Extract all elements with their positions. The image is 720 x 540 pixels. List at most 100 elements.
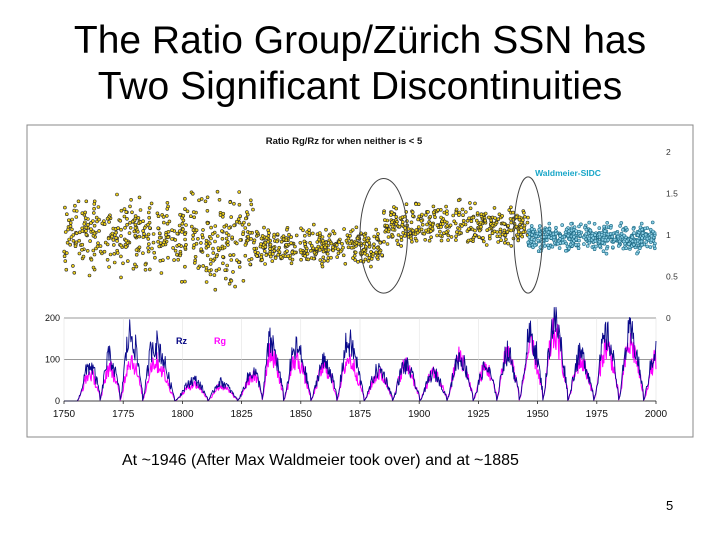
ratio-point [96,205,101,209]
ratio-point [95,244,100,249]
ratio-point [128,204,132,209]
ratio-point [246,234,250,239]
ratio-point [535,231,540,236]
ratio-point [111,238,116,242]
ratio-point [485,228,490,232]
ratio-point [439,225,443,229]
ratio-point [161,215,166,219]
ratio-point [436,208,440,212]
ratio-point [238,214,242,218]
ratio-point [177,223,182,228]
ratio-point [302,233,307,238]
ratio-point [96,241,100,245]
ratio-point [326,248,331,252]
ratio-point [542,244,547,248]
ratio-point [514,224,519,229]
ratio-point [134,252,139,257]
ratio-point [77,238,82,243]
ratio-points [62,189,657,292]
title-line-2: Two Significant Discontinuities [97,65,623,108]
ratio-point [568,242,573,247]
ratio-point [605,221,610,225]
ratio-point [454,211,458,215]
ratio-point [310,231,315,236]
ratio-point [430,226,435,231]
ratio-point [136,216,141,220]
ratio-point [532,238,537,242]
ratio-point [486,215,491,220]
ratio-point [263,245,268,249]
ratio-point [530,233,534,237]
ratio-point [519,225,524,230]
ratio-point [68,224,73,228]
ratio-point [537,224,542,228]
ratio-point [446,238,450,242]
ratio-point [481,239,486,244]
ratio-point [372,234,377,239]
ratio-point [92,231,97,236]
ratio-point [255,254,259,258]
ratio-point [374,227,379,232]
ratio-point [180,280,184,284]
ratio-point [88,239,92,243]
chart-border [26,124,694,438]
ratio-point [307,231,312,235]
ratio-point [593,239,598,243]
ratio-point [606,238,611,242]
ratio-point [137,234,142,239]
ratio-point [97,229,101,233]
ratio-point [602,224,606,229]
ratio-point [426,210,430,214]
ratio-point [242,220,246,225]
ratio-point [64,251,69,255]
ratio-point [200,233,205,237]
ratio-point [466,238,471,243]
ratio-point [649,238,654,242]
ratio-point [399,235,404,239]
ratio-point [299,257,303,262]
ratio-point [107,220,111,224]
ratio-point [70,217,74,222]
ssn-x-tick-label: 1800 [171,409,194,420]
ratio-point [192,243,196,247]
ratio-point [456,198,461,203]
ratio-point [81,254,86,259]
ratio-point [431,210,436,215]
ratio-point [517,217,522,222]
ratio-point [378,241,383,245]
ratio-point [623,225,628,230]
ratio-point [621,246,626,251]
ratio-point [256,251,260,255]
ratio-point [413,232,418,237]
ssn-y-tick-label: 100 [45,355,60,365]
ratio-point [214,268,219,273]
ratio-point [246,212,250,217]
ratio-point [414,202,418,206]
ratio-point [504,237,508,242]
ratio-y-tick-label: 0.5 [666,272,678,282]
ratio-point [237,190,241,194]
ratio-point [131,266,136,271]
ratio-point [133,226,138,230]
ratio-point [294,233,299,238]
ratio-point [410,210,415,214]
ratio-point [643,226,647,231]
ssn-y-tick-label: 0 [55,396,60,406]
ratio-point [395,238,399,243]
ratio-point [375,255,379,260]
ratio-point [226,243,230,247]
ratio-point [460,224,464,228]
ratio-point [329,241,334,246]
ratio-point [582,242,586,246]
ratio-point [372,242,376,247]
ratio-point [272,232,276,237]
ratio-point [114,230,118,235]
ratio-chart-title: Ratio Rg/Rz for when neither is < 5 [266,136,423,147]
ratio-point [247,222,251,227]
ratio-point [468,201,472,205]
ratio-point [305,252,310,256]
ratio-point [201,264,205,268]
ratio-point [84,225,89,230]
ratio-point [489,218,494,223]
ratio-point [303,254,307,258]
